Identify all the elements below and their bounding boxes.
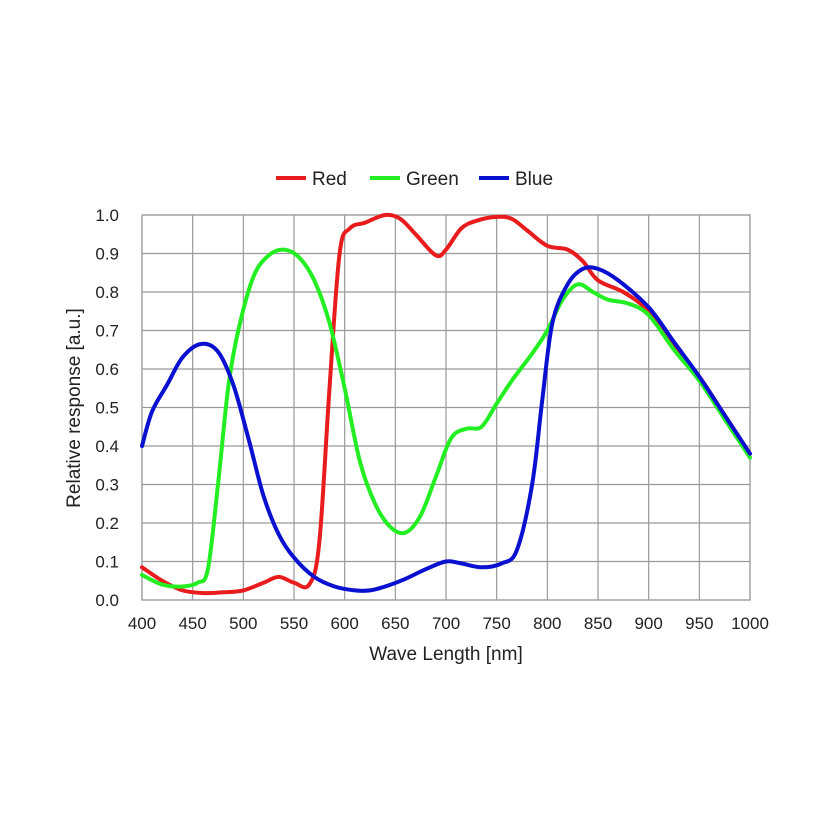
legend: Red Green Blue [276, 169, 553, 190]
x-tick-label: 950 [685, 614, 713, 633]
y-axis-label: Relative response [a.u.] [64, 308, 85, 508]
x-tick-label: 900 [634, 614, 662, 633]
grid [141, 214, 751, 601]
series-line-green [140, 247, 752, 589]
legend-label-red: Red [312, 169, 347, 190]
x-tick-label: 650 [381, 614, 409, 633]
x-tick-label: 800 [533, 614, 561, 633]
x-axis-ticks: 400 450 500 550 600 650 700 750 800 850 900 950 1000 [128, 614, 769, 633]
x-tick-label: 750 [482, 614, 510, 633]
legend-label-blue: Blue [515, 169, 553, 190]
series-line-red [140, 212, 752, 596]
x-tick-label: 550 [280, 614, 308, 633]
y-tick-label: 0.7 [95, 322, 119, 341]
y-tick-label: 0.9 [95, 245, 119, 264]
y-tick-label: 0.1 [95, 553, 119, 572]
x-tick-label: 500 [229, 614, 257, 633]
series-line-blue [140, 265, 752, 593]
x-tick-label: 850 [584, 614, 612, 633]
y-tick-label: 0.3 [95, 476, 119, 495]
series-lines [140, 212, 752, 596]
x-tick-label: 1000 [731, 614, 769, 633]
legend-label-green: Green [406, 169, 459, 190]
y-tick-label: 0.6 [95, 360, 119, 379]
y-tick-label: 0.8 [95, 283, 119, 302]
y-tick-label: 0.2 [95, 514, 119, 533]
y-tick-label: 0.5 [95, 399, 119, 418]
x-tick-label: 400 [128, 614, 156, 633]
x-tick-label: 700 [432, 614, 460, 633]
x-tick-label: 600 [330, 614, 358, 633]
y-tick-label: 0.0 [95, 591, 119, 610]
x-tick-label: 450 [178, 614, 206, 633]
x-axis-label: Wave Length [nm] [369, 644, 522, 665]
y-axis-ticks: 0.0 0.1 0.2 0.3 0.4 0.5 0.6 0.7 0.8 0.9 1.0 [95, 206, 119, 610]
y-tick-label: 1.0 [95, 206, 119, 225]
plot-area-border [141, 214, 751, 601]
y-tick-label: 0.4 [95, 437, 119, 456]
